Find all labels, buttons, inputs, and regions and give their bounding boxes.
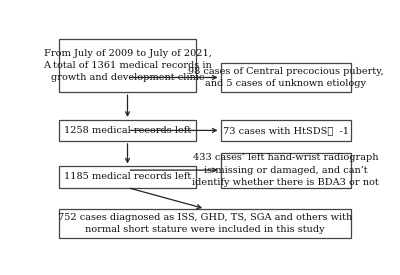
FancyBboxPatch shape	[59, 166, 196, 188]
Text: 73 cases with HtSDS≧  -1: 73 cases with HtSDS≧ -1	[223, 126, 349, 135]
FancyBboxPatch shape	[220, 153, 351, 188]
Text: 433 cases’ left hand-wrist radiograph
is missing or damaged, and can’t
identify : 433 cases’ left hand-wrist radiograph is…	[192, 153, 379, 187]
FancyBboxPatch shape	[220, 120, 351, 141]
FancyBboxPatch shape	[59, 120, 196, 141]
Text: From July of 2009 to July of 2021,
A total of 1361 medical records in
growth and: From July of 2009 to July of 2021, A tot…	[43, 49, 212, 82]
Text: 752 cases diagnosed as ISS, GHD, TS, SGA and others with
normal short stature we: 752 cases diagnosed as ISS, GHD, TS, SGA…	[58, 213, 352, 234]
FancyBboxPatch shape	[59, 39, 196, 92]
FancyBboxPatch shape	[220, 63, 351, 92]
Text: 1185 medical records left: 1185 medical records left	[64, 172, 191, 182]
FancyBboxPatch shape	[59, 209, 351, 238]
Text: 1258 medical records left: 1258 medical records left	[64, 126, 191, 135]
Text: 98 cases of Central precocious puberty,
and 5 cases of unknown etiology: 98 cases of Central precocious puberty, …	[188, 67, 384, 88]
